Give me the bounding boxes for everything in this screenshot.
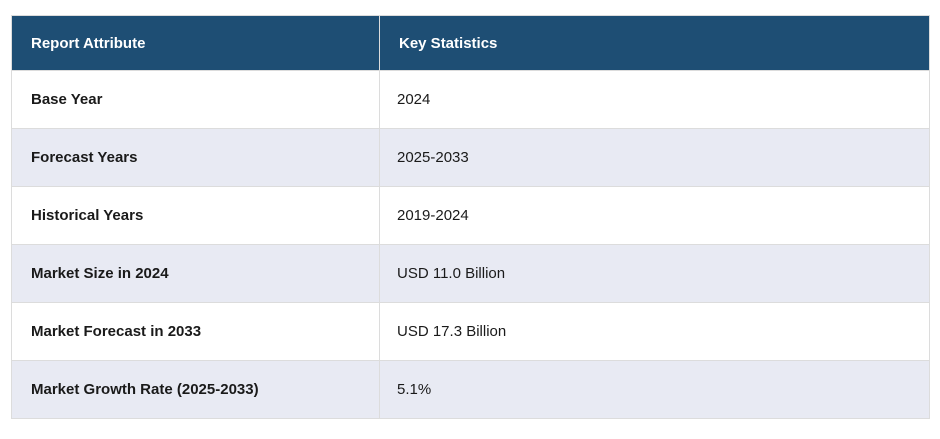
report-attributes-table: Report Attribute Key Statistics Base Yea… [11, 15, 930, 419]
attribute-cell-market-size: Market Size in 2024 [11, 244, 380, 303]
table-header-row: Report Attribute Key Statistics [11, 15, 930, 71]
attribute-cell-historical-years: Historical Years [11, 186, 380, 245]
value-cell-base-year: 2024 [379, 70, 930, 129]
table-row: Historical Years 2019-2024 [11, 186, 930, 245]
table-row: Market Size in 2024 USD 11.0 Billion [11, 244, 930, 303]
value-cell-forecast-years: 2025-2033 [379, 128, 930, 187]
table-row: Market Growth Rate (2025-2033) 5.1% [11, 360, 930, 419]
table-row: Base Year 2024 [11, 70, 930, 129]
value-cell-historical-years: 2019-2024 [379, 186, 930, 245]
value-cell-growth-rate: 5.1% [379, 360, 930, 419]
attribute-cell-growth-rate: Market Growth Rate (2025-2033) [11, 360, 380, 419]
value-cell-market-forecast: USD 17.3 Billion [379, 302, 930, 361]
attribute-cell-forecast-years: Forecast Years [11, 128, 380, 187]
table-row: Market Forecast in 2033 USD 17.3 Billion [11, 302, 930, 361]
column-header-key-statistics: Key Statistics [379, 15, 930, 71]
attribute-cell-base-year: Base Year [11, 70, 380, 129]
attribute-cell-market-forecast: Market Forecast in 2033 [11, 302, 380, 361]
value-cell-market-size: USD 11.0 Billion [379, 244, 930, 303]
table-row: Forecast Years 2025-2033 [11, 128, 930, 187]
column-header-report-attribute: Report Attribute [11, 15, 380, 71]
report-summary-table: Report Attribute Key Statistics Base Yea… [11, 15, 930, 419]
